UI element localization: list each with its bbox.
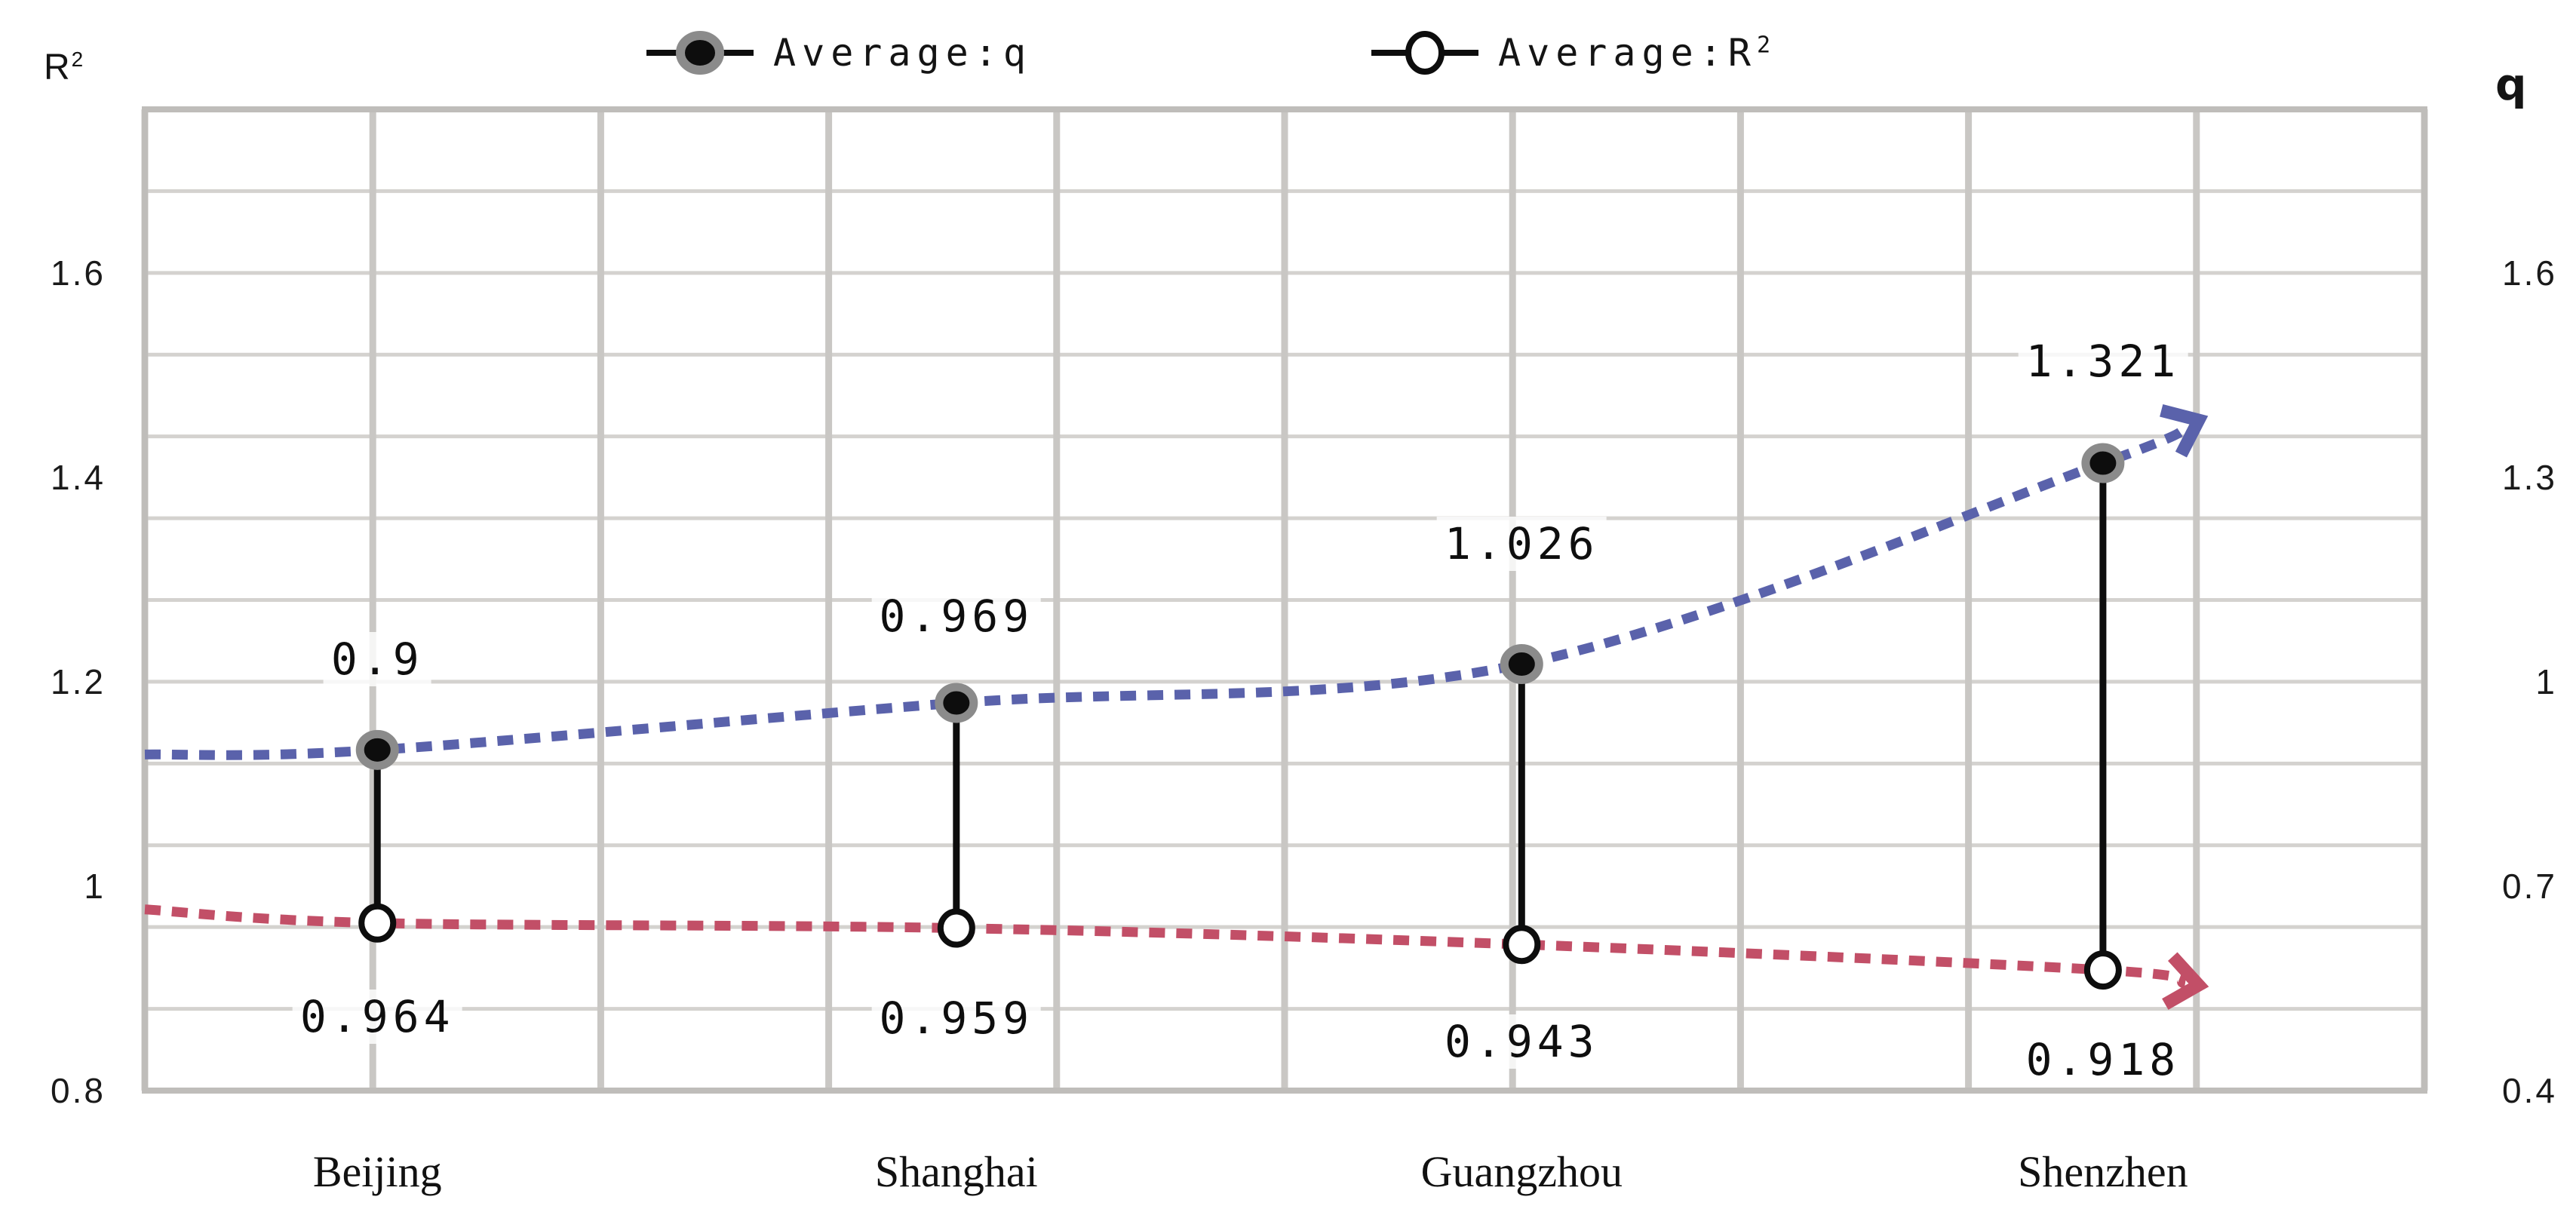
legend-item-average-r2: Average:R2 [1368,23,1770,83]
left-axis-title-sup: 2 [71,48,85,71]
left-axis-title-base: R [44,48,72,87]
legend-item-average-q: Average:q [643,23,1032,83]
right-axis-title: q [2495,59,2527,110]
marker-average-r2 [937,908,975,948]
legend-label-average-r2-base: Average:R [1498,31,1757,75]
legend-filled-circle-icon [676,31,724,75]
legend-label-average-q: Average:q [773,31,1032,75]
marker-average-r2 [2083,950,2122,990]
arrow-head-icon-average-r2 [2162,952,2209,1010]
marker-average-q [2081,443,2125,483]
marker-average-q [935,683,978,723]
right-axis-title-text: q [2495,59,2527,110]
series-line-average-q [144,422,2188,760]
legend-open-circle-icon [1405,31,1445,75]
legend-label-average-r2: Average:R2 [1498,31,1770,75]
marker-average-q [355,729,399,770]
series-line-average-r2 [144,904,2188,989]
plot-border [142,106,2427,1094]
left-axis-title: R2 [44,47,84,88]
legend-label-average-r2-sup: 2 [1756,32,1770,59]
marker-average-r2 [1503,925,1541,965]
legend-marker-average-q [646,31,754,75]
arrow-head-icon-average-q [2160,404,2209,458]
legend-marker-average-r2 [1371,31,1478,75]
marker-average-r2 [358,903,397,943]
marker-average-q [1500,644,1543,685]
